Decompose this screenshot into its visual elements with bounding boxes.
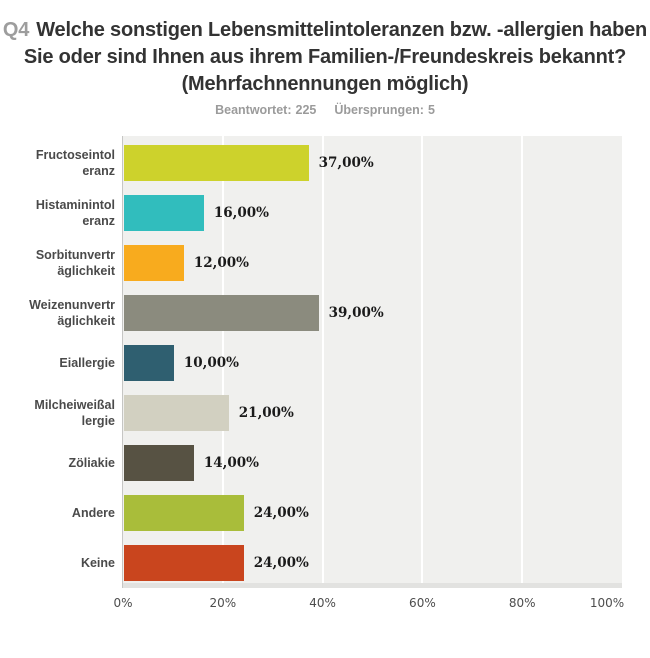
value-label-Zöliakie: 14,00% [203, 455, 259, 471]
question-number: Q4 [2, 19, 30, 41]
question-title-line1: Q4 Welche sonstigen Lebensmittelintoleran… [0, 17, 650, 44]
bar-Histaminintoleranz [124, 195, 204, 231]
x-tick-label-100%: 100% [589, 596, 625, 610]
gridline-80% [521, 136, 524, 588]
category-label-Milcheiweißallergie: Milcheiweißal lergie [34, 398, 115, 428]
gridline-20% [221, 136, 224, 588]
skipped-count: 5 [427, 103, 435, 117]
response-stats: Beantwortet: 225 Übersprungen: 5 [0, 103, 650, 117]
answered-stat: Beantwortet: 225 [215, 103, 316, 117]
value-label-Milcheiweißallergie: 21,00% [238, 405, 294, 421]
value-label-Fructoseintoleranz: 37,00% [318, 155, 374, 171]
category-label-Keine: Keine [80, 556, 115, 570]
bar-Eiallergie [124, 345, 174, 381]
x-tick-label-60%: 60% [409, 596, 436, 610]
answered-label: Beantwortet: [215, 103, 292, 117]
bar-Keine [124, 545, 244, 581]
value-label-Keine: 24,00% [253, 555, 309, 571]
x-tick-label-0%: 0% [113, 596, 133, 610]
value-label-Eiallergie: 10,00% [183, 355, 239, 371]
category-label-Andere: Andere [71, 506, 115, 520]
answered-count: 225 [295, 103, 317, 117]
gridline-40% [321, 136, 324, 588]
category-label-Weizenunverträglichkeit: Weizenunvertr äglichkeit [29, 298, 115, 328]
gridline-60% [421, 136, 424, 588]
category-label-Histaminintoleranz: Histaminintol eranz [35, 198, 115, 228]
skipped-label: Übersprungen: [334, 103, 424, 117]
question-title-text1: Welche sonstigen Lebensmittelintoleranze… [36, 19, 648, 41]
value-label-Histaminintoleranz: 16,00% [213, 205, 269, 221]
question-title-line3: (Mehrfachnennungen möglich) [181, 73, 469, 95]
category-label-Sorbitunverträglichkeit: Sorbitunvertr äglichkeit [35, 248, 115, 278]
bar-Zöliakie [124, 445, 194, 481]
x-tick-label-40%: 40% [309, 596, 336, 610]
plot-area [123, 136, 622, 588]
question-title: Q4 Welche sonstigen Lebensmittelintoleran… [0, 17, 650, 98]
value-label-Andere: 24,00% [253, 505, 309, 521]
bar-Fructoseintoleranz [124, 145, 309, 181]
bar-Andere [124, 495, 244, 531]
question-title-line2: Sie oder sind Ihnen aus ihrem Familien-/… [23, 46, 627, 68]
bar-Milcheiweißallergie [124, 395, 229, 431]
bar-Sorbitunverträglichkeit [124, 245, 184, 281]
y-axis-line [122, 136, 123, 588]
category-label-Zöliakie: Zöliakie [68, 456, 115, 470]
category-label-Eiallergie: Eiallergie [59, 356, 115, 370]
skipped-stat: Übersprungen: 5 [334, 103, 435, 117]
bar-Weizenunverträglichkeit [124, 295, 319, 331]
value-label-Weizenunverträglichkeit: 39,00% [328, 305, 384, 321]
x-tick-label-80%: 80% [508, 596, 536, 610]
value-label-Sorbitunverträglichkeit: 12,00% [193, 255, 249, 271]
x-axis-baseline-strip [123, 583, 622, 588]
x-tick-label-20%: 20% [209, 596, 237, 610]
category-label-Fructoseintoleranz: Fructoseintol eranz [35, 148, 115, 178]
